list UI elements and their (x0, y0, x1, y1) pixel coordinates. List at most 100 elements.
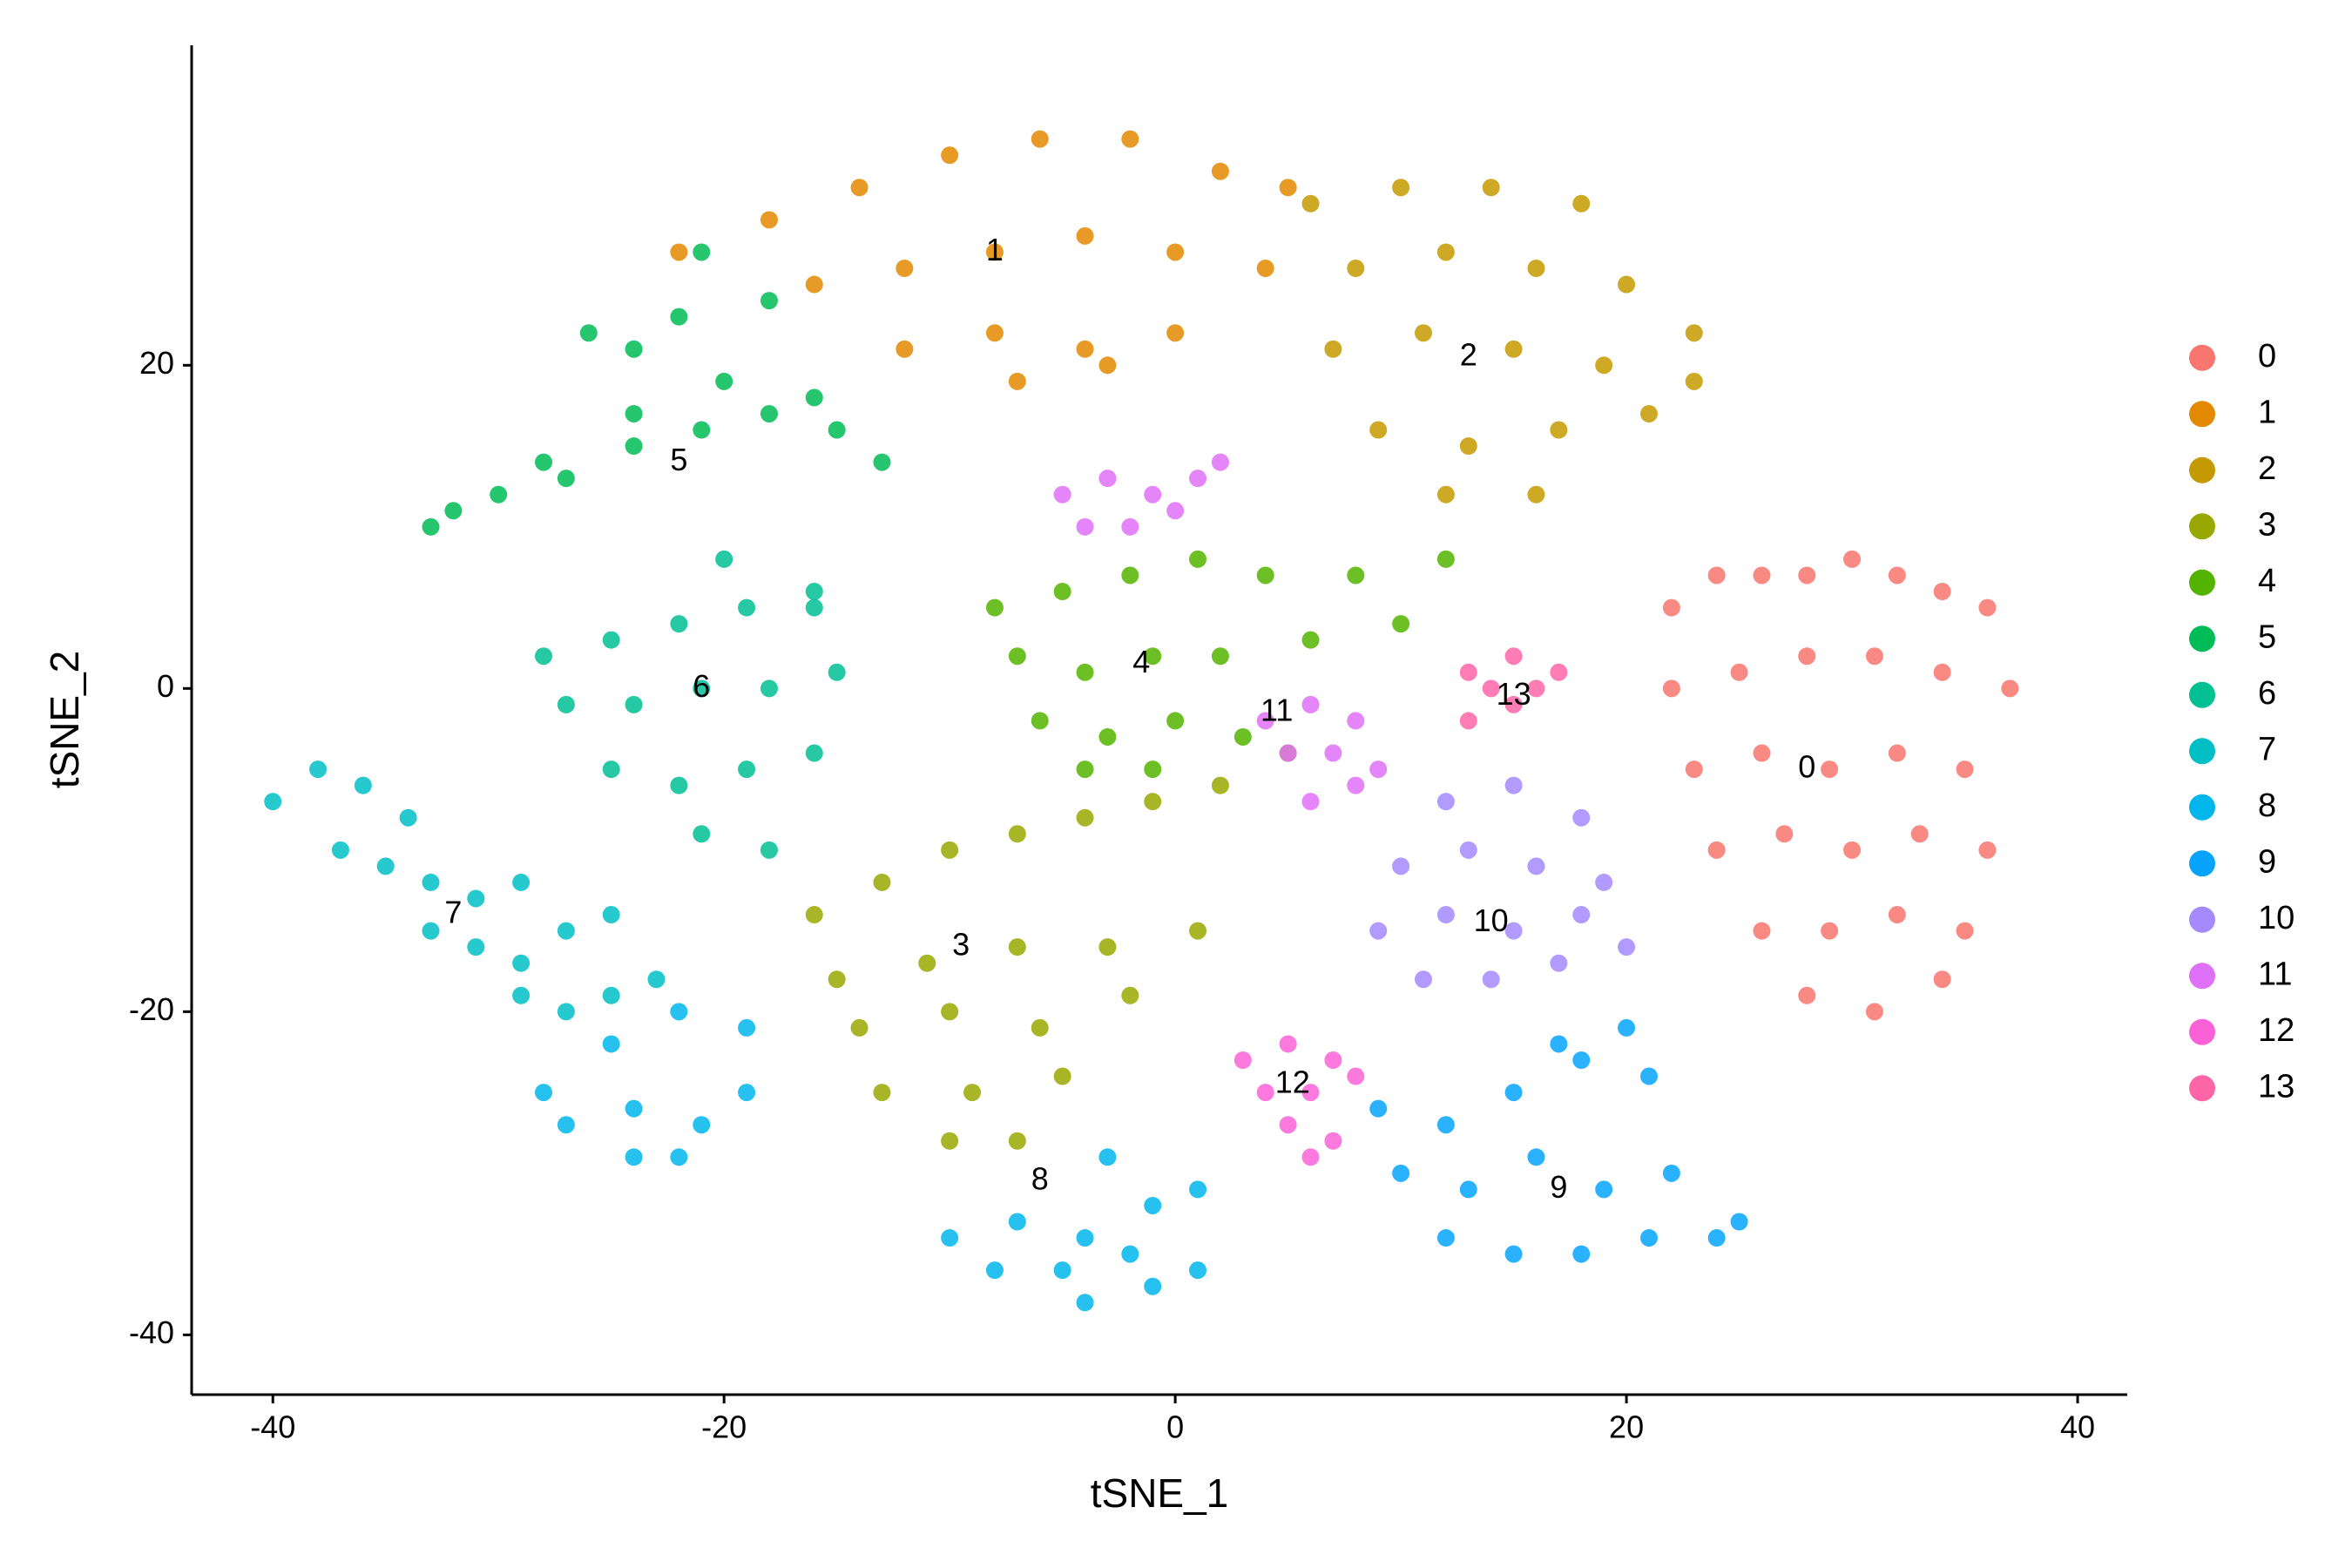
point (602, 986, 620, 1004)
legend-swatch (2189, 906, 2215, 933)
point (918, 954, 936, 972)
point (1166, 243, 1185, 261)
point (850, 1018, 868, 1037)
point (1076, 517, 1094, 536)
point (1527, 679, 1545, 698)
point (1685, 324, 1703, 342)
point (512, 986, 531, 1004)
point (602, 760, 620, 779)
point (1595, 873, 1613, 891)
point (738, 598, 756, 617)
legend-swatch (2189, 625, 2215, 652)
point (1121, 130, 1139, 148)
point (693, 421, 711, 439)
point (1504, 1084, 1523, 1102)
point (1098, 938, 1117, 956)
point (557, 1116, 575, 1134)
legend-swatch (2189, 1075, 2215, 1102)
point (1595, 1180, 1613, 1199)
legend-label: 5 (2258, 618, 2276, 655)
point (1798, 647, 1816, 666)
cluster-label: 7 (444, 895, 462, 930)
point (1618, 1018, 1636, 1037)
point (535, 1084, 552, 1102)
point (1392, 179, 1410, 197)
cluster-label: 8 (1031, 1161, 1049, 1197)
point (1662, 598, 1680, 617)
cluster-points (1233, 1035, 1365, 1166)
point (1098, 356, 1117, 375)
point (467, 889, 485, 908)
point (985, 1261, 1004, 1280)
point (1798, 986, 1816, 1004)
legend-label: 12 (2258, 1012, 2295, 1049)
point (1843, 550, 1862, 568)
point (1707, 841, 1726, 859)
point (2001, 679, 2019, 698)
point (1189, 470, 1207, 488)
point (1821, 922, 1839, 940)
point (1504, 340, 1523, 358)
point (963, 1084, 982, 1102)
point (490, 485, 508, 504)
point (715, 550, 733, 568)
point (1369, 1099, 1388, 1118)
point (1301, 1148, 1320, 1166)
point (1436, 793, 1455, 811)
cluster-points (670, 130, 1297, 390)
point (1504, 1245, 1523, 1263)
cluster-label: 9 (1550, 1169, 1567, 1205)
point (1211, 162, 1229, 180)
point (331, 841, 349, 859)
point (1707, 1229, 1726, 1247)
cluster-label: 12 (1275, 1064, 1310, 1099)
point (1910, 825, 1929, 843)
legend-swatch (2189, 963, 2215, 990)
point (1301, 631, 1320, 649)
point (1707, 566, 1726, 585)
point (1685, 372, 1703, 390)
point (1008, 1213, 1026, 1231)
point (1076, 808, 1094, 827)
point (1053, 1067, 1071, 1085)
point (399, 808, 417, 827)
cluster-label: 13 (1497, 676, 1531, 712)
point (1031, 1018, 1049, 1037)
point (1008, 938, 1026, 956)
y-axis-title: tSNE_2 (42, 651, 87, 789)
point (557, 922, 575, 940)
point (1392, 615, 1410, 633)
point (1753, 566, 1771, 585)
point (1527, 260, 1545, 278)
point (1504, 922, 1523, 940)
point (1053, 1261, 1071, 1280)
point (873, 453, 891, 471)
point (1144, 485, 1162, 504)
cluster-points (805, 744, 1297, 1150)
point (1369, 922, 1388, 940)
legend-label: 9 (2258, 843, 2276, 880)
point (1392, 857, 1410, 875)
point (1482, 179, 1500, 197)
point (1279, 179, 1297, 197)
point (1639, 404, 1658, 422)
point (1504, 695, 1523, 713)
legend-label: 4 (2258, 563, 2276, 599)
cluster-points (1053, 453, 1388, 811)
point (309, 760, 328, 779)
point (1753, 922, 1771, 940)
point (1189, 1261, 1207, 1280)
point (1279, 1116, 1297, 1134)
point (1144, 760, 1162, 779)
point (1504, 776, 1523, 794)
point (1572, 906, 1591, 924)
cluster-points (264, 760, 666, 1021)
point (1730, 663, 1748, 681)
point (1459, 663, 1477, 681)
point (805, 275, 823, 294)
point (1256, 712, 1274, 730)
point (693, 825, 711, 843)
point (760, 292, 778, 310)
legend-swatch (2189, 513, 2215, 540)
x-tick-label: 40 (2060, 1409, 2095, 1445)
